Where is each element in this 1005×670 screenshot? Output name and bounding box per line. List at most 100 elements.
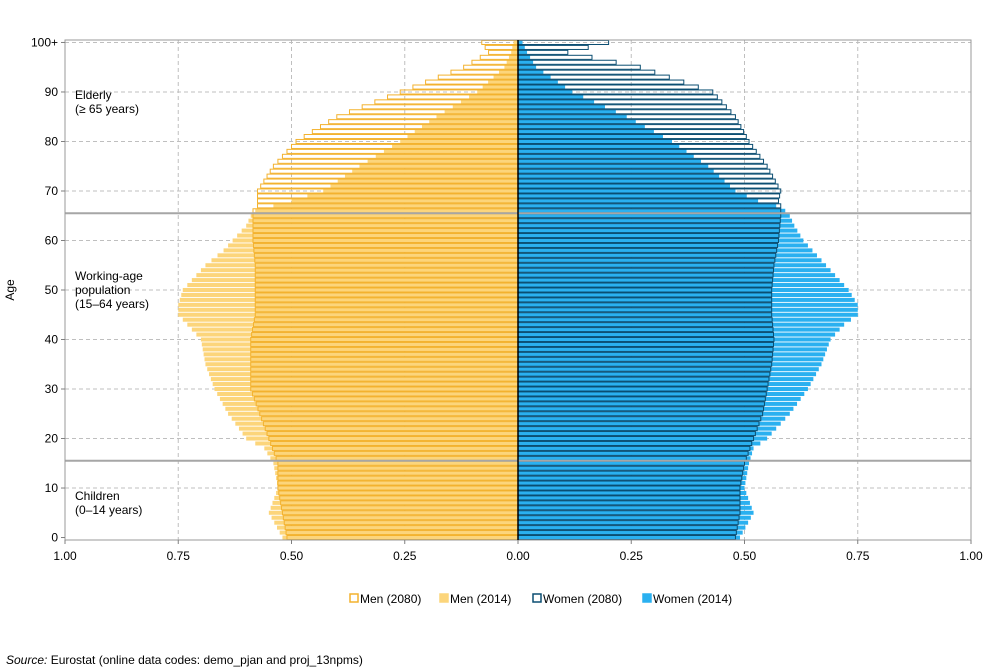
bar-men-2014: [477, 89, 518, 95]
bar-women-2014: [518, 60, 534, 65]
x-tick-label: 1.00: [53, 549, 77, 563]
bar-men-2014: [513, 40, 518, 45]
bar-men-2014: [209, 372, 518, 377]
bar-men-2014: [498, 70, 518, 75]
legend-label: Men (2014): [450, 592, 511, 606]
y-tick-label: 20: [45, 432, 59, 446]
bar-women-2014: [518, 80, 558, 85]
bar-women-2014: [518, 441, 761, 446]
bar-women-2014: [518, 332, 836, 337]
bar-women-2014: [518, 525, 746, 530]
source-text: Eurostat (online data codes: demo_pjan a…: [47, 653, 363, 667]
bar-women-2014: [518, 159, 702, 164]
bar-men-2014: [203, 352, 519, 357]
y-tick-label: 50: [45, 283, 59, 297]
bar-women-2014: [518, 302, 858, 307]
bar-women-2014: [518, 129, 654, 134]
legend: Men (2080) Men (2014) Women (2080) Women (2…: [349, 592, 732, 606]
bar-women-2014: [518, 471, 748, 476]
age-group-label: (≥ 65 years): [75, 102, 139, 116]
y-tick-label: 40: [45, 333, 59, 347]
bar-men-2014: [277, 485, 518, 491]
bar-women-2014: [518, 456, 751, 461]
bar-women-2014: [518, 213, 790, 218]
bar-men-2014: [279, 530, 518, 535]
bar-men-2014: [277, 481, 518, 486]
bar-men-2014: [444, 109, 518, 114]
bar-women-2014: [518, 273, 836, 278]
bar-women-2014: [518, 223, 795, 228]
bar-women-2014: [518, 203, 777, 208]
bar-women-2014: [518, 124, 645, 129]
bar-men-2014: [205, 263, 518, 268]
bar-women-2014: [518, 485, 745, 491]
bar-women-2014: [518, 253, 817, 258]
age-group-label: (15–64 years): [75, 297, 149, 311]
bar-men-2014: [264, 446, 518, 451]
bar-women-2014: [518, 233, 801, 238]
bar-men-2014: [268, 510, 518, 515]
age-group-label: population: [75, 283, 130, 297]
bar-women-2014: [518, 208, 786, 213]
bar-women-2014: [518, 377, 814, 382]
bar-men-2014: [182, 317, 518, 322]
bar-women-2014: [518, 50, 528, 55]
bar-women-2014: [518, 530, 743, 535]
bar-women-2014: [518, 89, 573, 95]
bar-men-2014: [217, 253, 518, 258]
bar-men-2014: [250, 213, 519, 218]
bar-men-2014: [488, 80, 518, 85]
bar-men-2014: [344, 174, 518, 179]
bar-men-2014: [275, 471, 518, 476]
bar-men-2014: [330, 184, 518, 189]
bar-men-2014: [255, 208, 518, 213]
bar-women-2014: [518, 104, 605, 109]
bar-women-2014: [518, 258, 822, 263]
bar-women-2014: [518, 94, 584, 99]
bar-men-2014: [270, 505, 518, 510]
bar-men-2014: [429, 119, 518, 124]
bar-women-2014: [518, 476, 747, 481]
bar-women-2014: [518, 327, 840, 332]
bar-women-2014: [518, 466, 749, 471]
bar-men-2014: [179, 297, 518, 302]
bar-men-2014: [273, 203, 518, 208]
bar-men-2014: [196, 332, 518, 337]
bar-men-2014: [274, 495, 518, 500]
bar-women-2014: [518, 481, 746, 486]
bar-women-2014: [518, 500, 750, 505]
bar-women-2014: [518, 307, 858, 312]
bar-women-2014: [518, 342, 829, 347]
x-axis-ticks: 1.00 0.75 0.50 0.25 0.00 0.25 0.50 0.75 1.00: [53, 540, 983, 563]
legend-swatch: [532, 593, 542, 603]
bar-men-2014: [352, 169, 518, 174]
bar-men-2014: [231, 416, 519, 421]
bar-men-2014: [255, 441, 518, 446]
bar-women-2014: [518, 193, 747, 198]
bar-men-2014: [181, 292, 518, 297]
bar-women-2014: [518, 535, 740, 540]
bar-men-2014: [205, 362, 518, 367]
y-tick-label: 100+: [31, 35, 58, 49]
bar-men-2014: [414, 129, 518, 134]
bar-women-2014: [518, 322, 845, 327]
bar-women-2014: [518, 495, 749, 500]
bar-men-2014: [270, 456, 518, 461]
age-group-label: Working-age: [75, 269, 143, 283]
bar-women-2014: [518, 352, 826, 357]
bar-men-2014: [235, 421, 518, 426]
bar-men-2014: [392, 144, 518, 149]
x-tick-label: 0.25: [620, 549, 644, 563]
bar-women-2014: [518, 263, 827, 268]
bar-men-2014: [191, 278, 518, 283]
bar-women-2014: [518, 164, 709, 169]
bar-men-2014: [267, 451, 518, 456]
x-tick-label: 0.25: [393, 549, 417, 563]
bar-men-2014: [187, 283, 518, 288]
bar-women-2014: [518, 144, 680, 149]
bar-women-2014: [518, 243, 808, 248]
y-tick-label: 0: [51, 531, 58, 545]
bar-men-2014: [212, 382, 519, 387]
bar-men-2014: [200, 337, 518, 342]
